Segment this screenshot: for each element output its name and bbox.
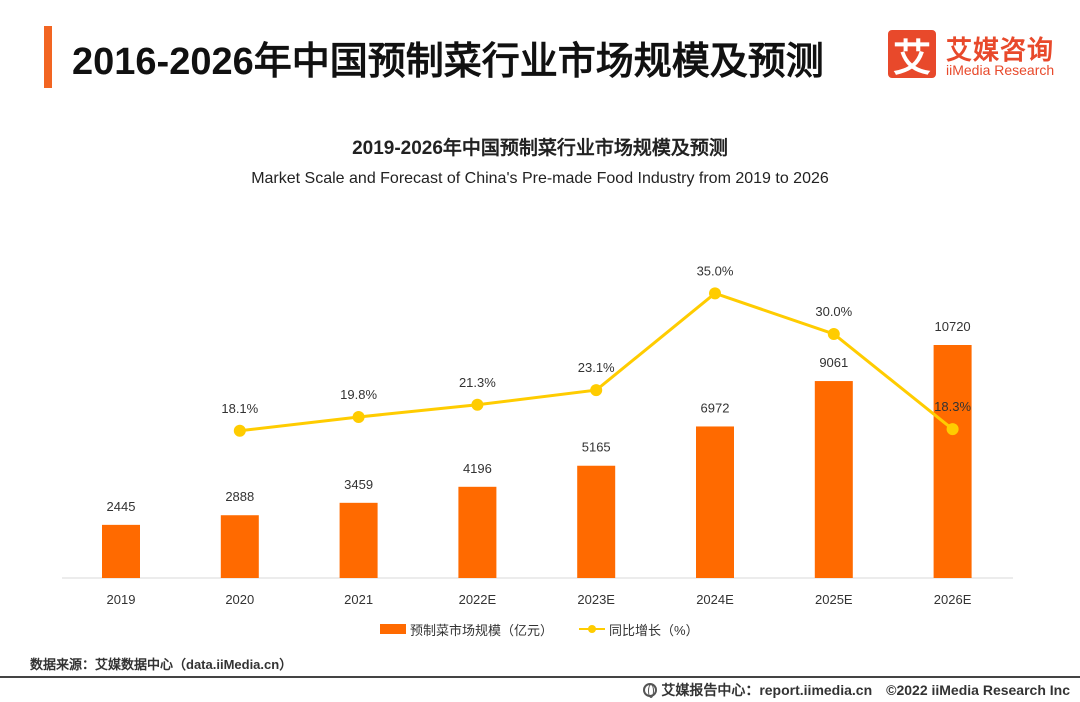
bar-label-2025E: 9061: [819, 355, 848, 370]
bar-2019: [102, 524, 140, 578]
legend-item-line: 同比增长（%）: [579, 620, 699, 639]
chart-subtitle: Market Scale and Forecast of China's Pre…: [251, 170, 829, 187]
bar-2024E: [696, 426, 734, 578]
x-tick-2023E: 2023E: [577, 592, 615, 607]
growth-point-2024E: [709, 287, 721, 300]
logo-mark-icon: 艾: [888, 30, 936, 80]
iimedia-logo: 艾 艾媒咨询 iiMedia Research: [888, 30, 1063, 82]
footer-divider: [0, 676, 1080, 678]
bar-label-2024E: 6972: [701, 400, 730, 415]
growth-label-2026E: 18.3%: [934, 399, 971, 414]
footer-copyright: ©2022 iiMedia Research Inc: [886, 682, 1070, 698]
globe-icon: [643, 683, 658, 698]
growth-label-2024E: 35.0%: [697, 263, 734, 278]
x-tick-2025E: 2025E: [815, 592, 853, 607]
footer-report: 艾媒报告中心：report.iimedia.cn: [661, 682, 873, 698]
chart-legend: 预制菜市场规模（亿元） 同比增长（%）: [380, 620, 725, 638]
bar-2020: [220, 515, 259, 578]
growth-point-2020: [233, 424, 246, 437]
x-tick-2024E: 2024E: [696, 592, 734, 607]
x-tick-2026E: 2026E: [934, 592, 972, 607]
legend-line-swatch: [579, 624, 606, 634]
legend-bar-label: 预制菜市场规模（亿元）: [410, 622, 554, 638]
bar-label-2026E: 10720: [935, 319, 971, 334]
page-title: 2016-2026年中国预制菜行业市场规模及预测: [72, 41, 824, 83]
bar-label-2022E: 4196: [463, 461, 492, 476]
x-tick-2019: 2019: [107, 592, 136, 607]
logo-name-cn: 艾媒咨询: [946, 35, 1055, 65]
bar-label-2021: 3459: [344, 477, 373, 492]
x-tick-2020: 2020: [225, 592, 254, 607]
bar-2026E: [933, 345, 972, 578]
bar-2025E: [814, 381, 853, 578]
growth-point-2021: [352, 410, 365, 423]
legend-item-bar: 预制菜市场规模（亿元）: [380, 620, 553, 639]
bar-label-2019: 2445: [107, 499, 136, 514]
growth-point-2022E: [471, 398, 484, 411]
growth-point-2025E: [827, 328, 840, 340]
data-source: 数据来源：艾媒数据中心（data.iiMedia.cn）: [30, 657, 293, 672]
bar-label-2023E: 5165: [582, 440, 611, 455]
growth-label-2023E: 23.1%: [578, 360, 615, 375]
legend-bar-swatch: [380, 624, 406, 634]
logo-name-en: iiMedia Research: [946, 62, 1055, 78]
x-tick-2021: 2021: [344, 592, 373, 607]
growth-point-2023E: [590, 384, 603, 397]
bar-label-2020: 2888: [225, 489, 254, 504]
title-accent-bar: [44, 26, 52, 88]
bar-2022E: [458, 486, 497, 578]
legend-line-label: 同比增长（%）: [609, 622, 699, 638]
growth-label-2022E: 21.3%: [459, 375, 496, 390]
growth-label-2025E: 30.0%: [815, 304, 852, 319]
growth-label-2020: 18.1%: [221, 401, 258, 416]
bar-2023E: [577, 465, 616, 578]
growth-point-2026E: [946, 423, 959, 436]
bar-2021: [339, 502, 378, 578]
footer: 艾媒报告中心：report.iimedia.cn ©2022 iiMedia R…: [643, 680, 1070, 700]
x-tick-2022E: 2022E: [459, 592, 497, 607]
chart-title: 2019-2026年中国预制菜行业市场规模及预测: [352, 138, 728, 159]
growth-label-2021: 19.8%: [340, 387, 377, 402]
